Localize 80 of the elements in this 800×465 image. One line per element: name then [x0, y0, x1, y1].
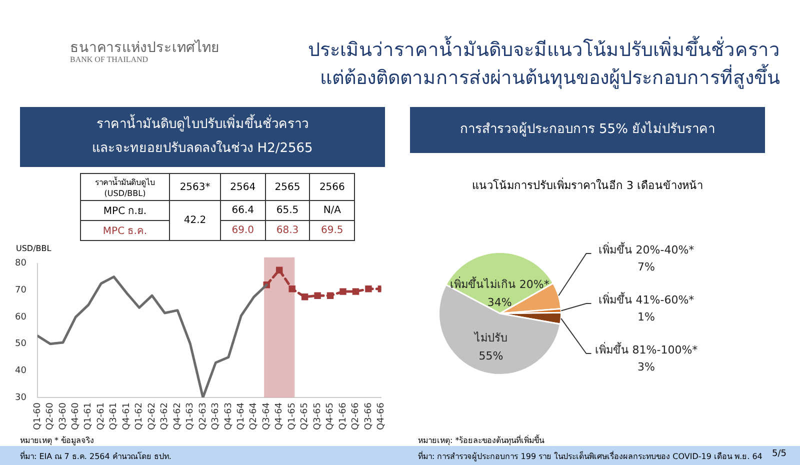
- y-axis-title: USD/BBL: [16, 244, 52, 253]
- text: MPC ก.ย.: [80, 200, 170, 220]
- y-tick-label: 60: [15, 312, 27, 322]
- text: 2563*: [170, 174, 221, 200]
- y-tick-label: 30: [15, 392, 27, 403]
- text: 2566: [310, 174, 354, 200]
- x-tick-label: Q3-62: [160, 402, 170, 430]
- point: [301, 294, 308, 300]
- y-tick-label: 70: [15, 286, 27, 296]
- slice-label: เพิ่มขึ้น 41%-60%*: [598, 292, 695, 306]
- text: ประเมินว่าราคาน้ำมันดิบจะมีแนวโน้มปรับเพิ่มขึ้นชั่วคราว: [307, 34, 780, 63]
- data-label: 3%: [638, 360, 655, 374]
- x-tick-label: Q3-63: [211, 402, 222, 430]
- x-tick-label: Q1-64: [236, 402, 246, 430]
- x-tick-label: Q4-63: [224, 402, 234, 430]
- x-tick-label: Q2-61: [96, 402, 106, 430]
- slice-label: ไม่ปรับ: [474, 332, 508, 345]
- data-label: 34%: [487, 296, 512, 309]
- x-tick-label: Q2-65: [300, 402, 310, 430]
- y-tick-label: 40: [15, 366, 27, 376]
- x-tick-label: Q4-65: [326, 402, 336, 430]
- text: ราคาน้ำมันดิบดูไบ (USD/BBL): [80, 174, 170, 200]
- text: 68.3: [265, 220, 310, 240]
- x-tick-label: Q4-64: [274, 402, 285, 430]
- text: 65.5: [265, 200, 310, 220]
- point: [314, 292, 321, 299]
- text: หมายเหตุ: *ร้อยละของต้นทุนที่เพิ่มขึ้น: [418, 434, 544, 447]
- x-tick-label: Q4-62: [172, 402, 183, 430]
- x-tick-label: Q2-66: [351, 402, 362, 430]
- x-tick-label: Q1-60: [32, 402, 43, 430]
- x-tick-label: Q1-65: [287, 402, 298, 430]
- text: BANK OF THAILAND: [70, 55, 148, 64]
- x-tick-label: Q1-61: [84, 402, 94, 430]
- x-tick-label: Q3-65: [312, 402, 323, 430]
- text: ที่มา: การสำรวจผู้ประกอบการ 199 ราย ในประเด็นพิเศษเรื่องผลกระทบของ COVID-19 เดือน พ.ย. 64: [418, 450, 762, 463]
- point: [326, 292, 334, 299]
- point: [340, 288, 346, 295]
- y-tick-label: 80: [15, 258, 27, 269]
- text: ที่มา: EIA ณ 7 ธ.ค. 2564 คำนวณโดย ธปท.: [20, 450, 172, 463]
- text: 42.2: [170, 200, 221, 240]
- data-label: 1%: [638, 310, 655, 324]
- chart-title: ราคาน้ำมันดิบดูไบปรับเพิ่มขึ้นชั่วคราว: [96, 113, 308, 134]
- slice-label: เพิ่มขึ้น 81%-100%*: [594, 342, 698, 356]
- text: MPC ธ.ค.: [80, 220, 170, 240]
- chart-title: การสำรวจผู้ประกอบการ 55% ยังไม่ปรับราคา: [460, 120, 716, 139]
- text: 2565: [265, 174, 310, 200]
- x-tick-label: Q4-66: [376, 402, 387, 430]
- x-tick-label: Q3-64: [262, 402, 272, 430]
- x-tick-label: Q4-60: [70, 402, 81, 430]
- point: [365, 286, 372, 292]
- x-tick-label: Q2-62: [147, 402, 158, 430]
- chart-subtitle: และจะทยอยปรับลดลงในช่วง H2/2565: [92, 140, 313, 158]
- text: ธนาคารแห่งประเทศไทย: [70, 38, 219, 56]
- x-tick-label: Q2-64: [249, 402, 260, 430]
- point: [352, 288, 360, 295]
- data-label: 55%: [478, 350, 504, 363]
- x-tick-label: Q1-62: [134, 402, 145, 430]
- text: 69.5: [310, 220, 354, 240]
- x-tick-label: Q1-66: [338, 402, 348, 430]
- x-tick-label: Q3-60: [58, 402, 68, 430]
- x-tick-label: Q4-61: [122, 402, 132, 430]
- y-tick-label: 50: [15, 339, 27, 350]
- text: 66.4: [220, 200, 266, 220]
- text: 69.0: [220, 220, 266, 240]
- text: 5/5: [772, 449, 786, 459]
- point: [288, 286, 296, 292]
- slice-label: เพิ่มขึ้นไม่เกิน 20%*: [450, 276, 550, 291]
- x-tick-label: Q2-63: [198, 402, 208, 430]
- x-tick-label: Q3-66: [364, 402, 374, 430]
- slice-label: เพิ่มขึ้น 20%-40%*: [598, 242, 695, 256]
- text: แต่ต้องติดตามการส่งผ่านต้นทุนของผู้ประกอบการที่สูงขึ้น: [319, 62, 780, 91]
- x-tick-label: Q1-63: [186, 402, 196, 430]
- text: 2564: [220, 174, 266, 200]
- point: [276, 266, 283, 274]
- x-tick-label: Q2-60: [46, 402, 56, 430]
- x-tick-label: Q3-61: [109, 402, 120, 430]
- data-label: 7%: [638, 260, 655, 274]
- chart-subtitle: แนวโน้มการปรับเพิ่มราคาในอีก 3 เดือนข้างหน้า: [471, 176, 704, 194]
- text: หมายเหตุ * ข้อมูลจริง: [20, 435, 94, 447]
- text: N/A: [310, 200, 354, 220]
